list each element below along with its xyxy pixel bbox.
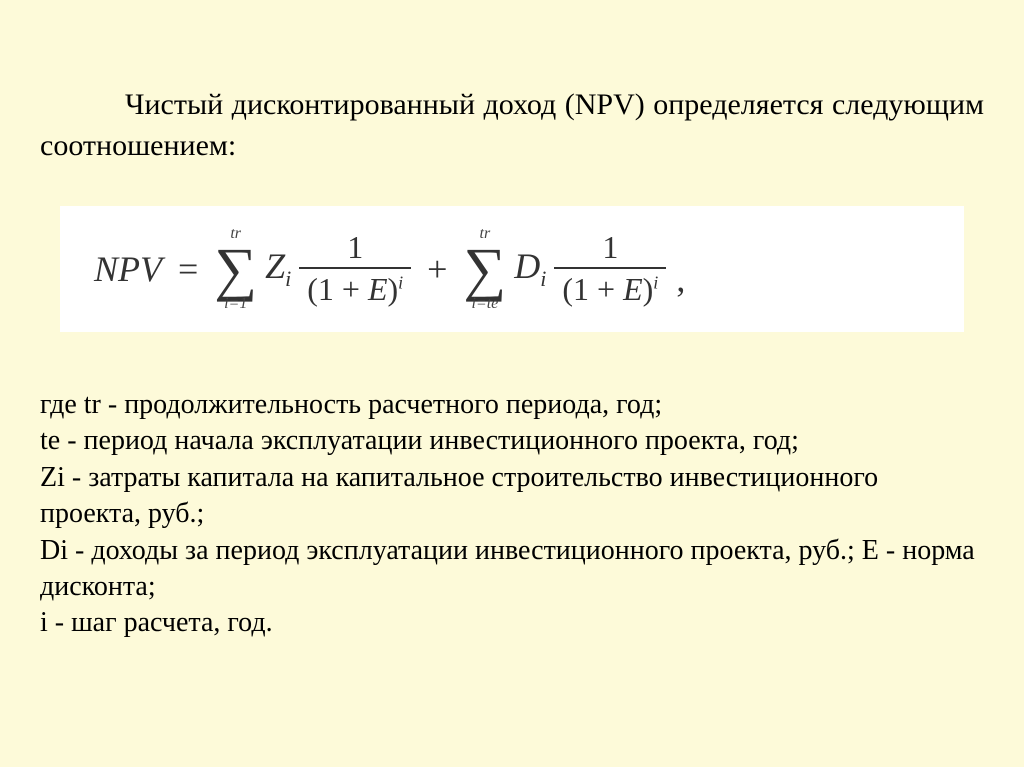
coef-d: Di bbox=[510, 245, 550, 292]
frac2-den-close: ) bbox=[643, 271, 654, 307]
frac1-den: (1 + E)i bbox=[299, 267, 411, 307]
sigma-icon: ∑ bbox=[463, 242, 506, 296]
def-i: i - шаг расчета, год. bbox=[40, 605, 984, 641]
plus-sign: + bbox=[415, 248, 459, 290]
fraction-1: 1 (1 + E)i bbox=[295, 231, 415, 306]
frac1-den-sup: i bbox=[398, 272, 403, 292]
slide-page: Чистый дисконтированный доход (NPV) опре… bbox=[0, 0, 1024, 767]
formula-lhs: NPV bbox=[90, 248, 166, 290]
coef-z-base: Z bbox=[265, 246, 285, 286]
npv-formula: NPV = tr ∑ i=1 Zi 1 (1 + E)i + tr ∑ bbox=[90, 226, 934, 312]
frac1-den-open: (1 + bbox=[307, 271, 368, 307]
intro-paragraph: Чистый дисконтированный доход (NPV) опре… bbox=[30, 85, 994, 166]
frac2-den-var: E bbox=[623, 271, 643, 307]
def-te: te - период начала эксплуатации инвестиц… bbox=[40, 423, 984, 459]
def-tr: где tr - продолжительность расчетного пе… bbox=[40, 387, 984, 423]
def-di-e: Di - доходы за период эксплуатации инвес… bbox=[40, 533, 984, 606]
sum1-lower: i=1 bbox=[224, 296, 247, 312]
equals-sign: = bbox=[166, 248, 210, 290]
coef-d-sub: i bbox=[540, 267, 546, 292]
definitions-block: где tr - продолжительность расчетного пе… bbox=[30, 387, 994, 642]
sum-symbol-1: tr ∑ i=1 bbox=[210, 226, 261, 312]
coef-z: Zi bbox=[261, 245, 295, 292]
formula-container: NPV = tr ∑ i=1 Zi 1 (1 + E)i + tr ∑ bbox=[60, 206, 964, 332]
sigma-icon: ∑ bbox=[214, 242, 257, 296]
frac2-den-open: (1 + bbox=[562, 271, 623, 307]
sum2-lower: i=te bbox=[471, 296, 498, 312]
frac1-num: 1 bbox=[337, 231, 373, 267]
frac2-num: 1 bbox=[592, 231, 628, 267]
sum-symbol-2: tr ∑ i=te bbox=[459, 226, 510, 312]
formula-trailing-comma: , bbox=[670, 258, 685, 312]
frac1-den-close: ) bbox=[388, 271, 399, 307]
frac1-den-var: E bbox=[368, 271, 388, 307]
def-zi: Zi - затраты капитала на капитальное стр… bbox=[40, 460, 984, 533]
coef-z-sub: i bbox=[285, 267, 291, 292]
fraction-2: 1 (1 + E)i bbox=[550, 231, 670, 306]
coef-d-base: D bbox=[514, 246, 540, 286]
frac2-den-sup: i bbox=[653, 272, 658, 292]
frac2-den: (1 + E)i bbox=[554, 267, 666, 307]
